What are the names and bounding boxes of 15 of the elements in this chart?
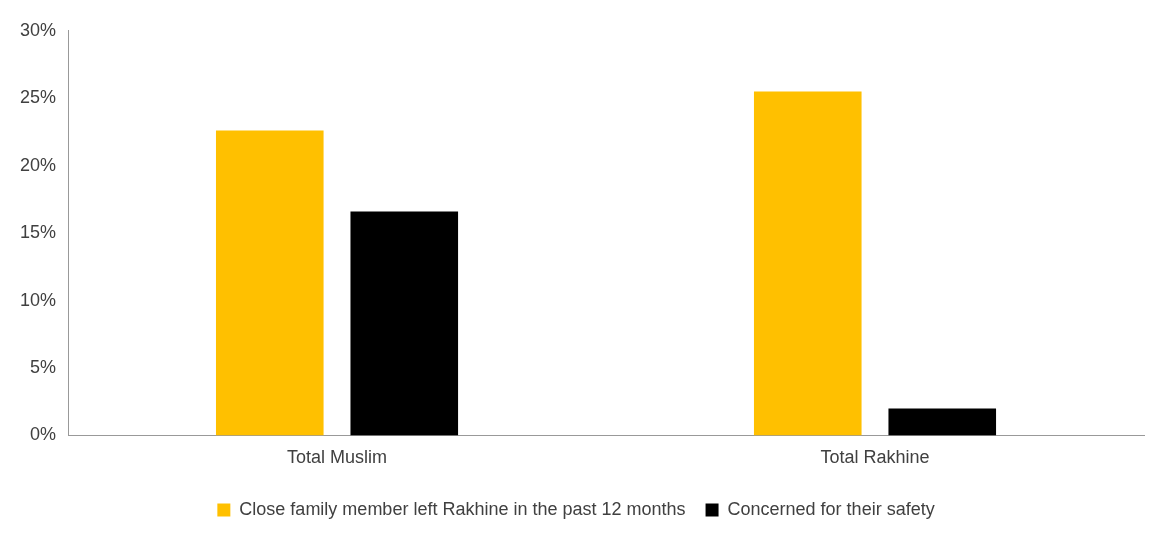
y-tick-label: 10% bbox=[20, 289, 57, 310]
y-tick-label: 0% bbox=[30, 424, 57, 445]
y-tick-label: 25% bbox=[20, 87, 57, 108]
bar bbox=[888, 408, 997, 436]
bar bbox=[350, 211, 459, 436]
y-tick-label: 30% bbox=[20, 19, 57, 40]
bar bbox=[215, 130, 324, 436]
bar bbox=[753, 91, 862, 436]
legend-label: Close family member left Rakhine in the past 12 months bbox=[239, 498, 686, 519]
y-tick-label: 5% bbox=[30, 356, 57, 377]
y-tick-label: 15% bbox=[20, 222, 57, 243]
legend-label: Concerned for their safety bbox=[727, 498, 935, 519]
y-tick-label: 20% bbox=[20, 154, 57, 175]
x-tick-label: Total Muslim bbox=[287, 447, 388, 468]
x-tick-label: Total Rakhine bbox=[820, 447, 930, 468]
